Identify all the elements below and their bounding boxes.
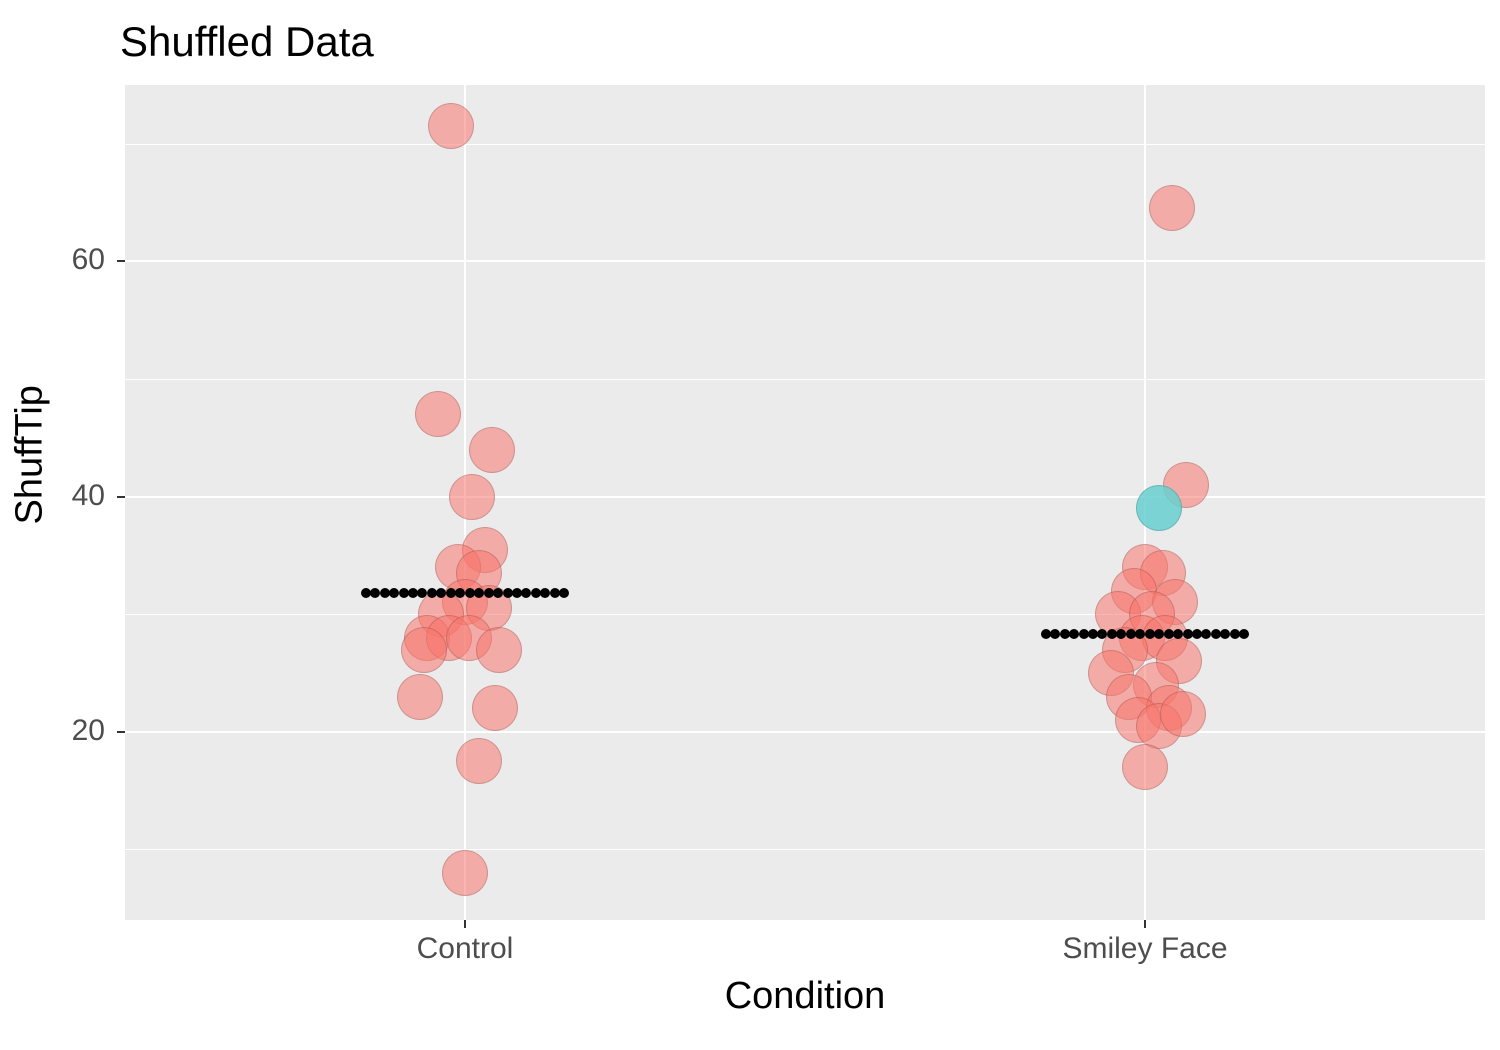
- data-point: [476, 627, 522, 673]
- data-point: [1136, 485, 1182, 531]
- data-point: [397, 674, 443, 720]
- plot-panel: [125, 85, 1485, 920]
- y-tick-label: 60: [55, 243, 105, 277]
- y-tick-mark: [117, 260, 125, 262]
- y-tick-mark: [117, 496, 125, 498]
- mean-marker-dot: [559, 588, 569, 598]
- data-point: [442, 850, 488, 896]
- grid-line-y-minor: [125, 379, 1485, 380]
- chart-container: Shuffled Data ShuffTip Condition 20 40 60 C…: [0, 0, 1500, 1050]
- chart-title: Shuffled Data: [120, 18, 374, 66]
- x-tick-label: Smiley Face: [995, 932, 1295, 966]
- data-point: [1160, 691, 1206, 737]
- grid-line-y-minor: [125, 144, 1485, 145]
- y-tick-label: 40: [55, 479, 105, 513]
- grid-line-y: [125, 731, 1485, 733]
- grid-line-y-minor: [125, 849, 1485, 850]
- grid-line-y: [125, 260, 1485, 262]
- data-point: [449, 474, 495, 520]
- data-point: [415, 391, 461, 437]
- data-point: [401, 627, 447, 673]
- y-tick-mark: [117, 731, 125, 733]
- x-tick-mark: [1144, 920, 1146, 928]
- grid-line-y: [125, 496, 1485, 498]
- mean-marker-dot: [1239, 629, 1249, 639]
- grid-line-y-minor: [125, 614, 1485, 615]
- x-tick-label: Control: [315, 932, 615, 966]
- y-tick-label: 20: [55, 714, 105, 748]
- data-point: [469, 427, 515, 473]
- x-tick-mark: [464, 920, 466, 928]
- data-point: [472, 685, 518, 731]
- y-axis-label: ShuffTip: [9, 484, 52, 524]
- data-point: [1149, 185, 1195, 231]
- data-point: [456, 738, 502, 784]
- data-point: [1122, 744, 1168, 790]
- data-point: [428, 103, 474, 149]
- x-axis-label: Condition: [125, 975, 1485, 1018]
